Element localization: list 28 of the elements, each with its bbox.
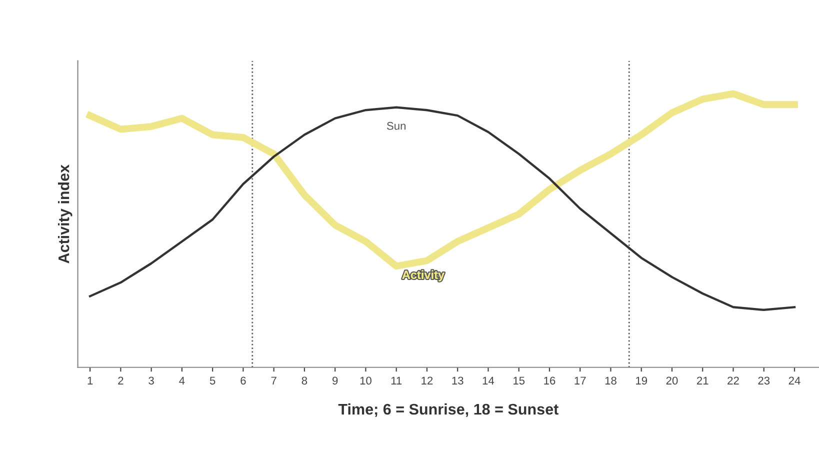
x-tick-label: 3 (148, 376, 154, 385)
x-tick-label: 17 (574, 376, 586, 384)
x-tick-label: 19 (636, 376, 648, 385)
x-tick-label: 12 (422, 376, 433, 384)
x-tick-label: 2 (118, 376, 124, 384)
x-tick-label: 24 (788, 376, 800, 384)
series-label: Activity (402, 270, 444, 282)
x-tick-label: 13 (452, 376, 464, 385)
x-tick-label: 15 (514, 376, 525, 385)
x-tick-label: 4 (179, 376, 185, 384)
x-tick-label: 5 (210, 376, 216, 385)
series-label: Sun (386, 122, 406, 130)
x-tick-label: 6 (240, 376, 246, 385)
x-tick-label: 20 (666, 376, 678, 385)
y-axis-title: Activity index (58, 164, 72, 264)
x-tick-label: 23 (758, 376, 770, 385)
x-tick-label: 11 (391, 376, 402, 384)
x-tick-label: 8 (302, 376, 308, 385)
x-tick-label: 16 (544, 376, 556, 385)
x-tick-label: 1 (88, 376, 93, 384)
x-tick-label: 14 (482, 376, 494, 384)
x-tick-label: 9 (332, 376, 338, 385)
x-tick-label: 18 (605, 376, 616, 385)
x-tick-label: 21 (696, 376, 708, 384)
x-axis-title: Time; 6 = Sunrise, 18 = Sunset (338, 403, 558, 417)
x-tick-label: 10 (360, 376, 372, 385)
x-tick-label: 22 (728, 376, 739, 384)
x-tick-label: 7 (271, 376, 276, 384)
